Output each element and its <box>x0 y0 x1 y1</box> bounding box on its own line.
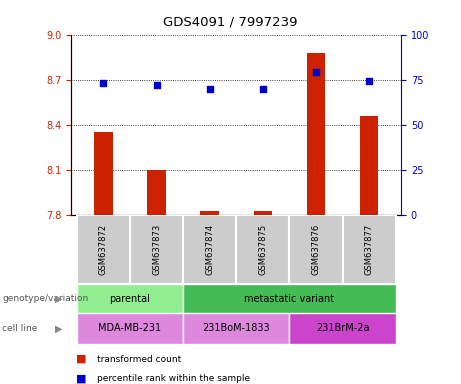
Bar <box>236 215 290 284</box>
Bar <box>254 210 272 215</box>
Text: cell line: cell line <box>2 324 38 333</box>
Text: GDS4091 / 7997239: GDS4091 / 7997239 <box>163 15 298 28</box>
Text: transformed count: transformed count <box>97 354 181 364</box>
Text: GSM637875: GSM637875 <box>258 224 267 275</box>
Bar <box>77 313 183 344</box>
Text: ■: ■ <box>76 373 87 383</box>
Text: 231BrM-2a: 231BrM-2a <box>316 323 369 333</box>
Bar <box>201 210 219 215</box>
Bar <box>360 116 378 215</box>
Bar <box>343 215 396 284</box>
Point <box>259 86 266 92</box>
Text: genotype/variation: genotype/variation <box>2 294 89 303</box>
Text: GSM637872: GSM637872 <box>99 224 108 275</box>
Text: ■: ■ <box>76 354 87 364</box>
Bar <box>183 215 236 284</box>
Text: GSM637873: GSM637873 <box>152 224 161 275</box>
Point <box>366 78 373 84</box>
Bar <box>147 170 166 215</box>
Point <box>312 70 319 76</box>
Bar <box>290 215 343 284</box>
Text: percentile rank within the sample: percentile rank within the sample <box>97 374 250 383</box>
Point <box>153 82 160 88</box>
Bar <box>94 132 112 215</box>
Text: ▶: ▶ <box>55 323 62 333</box>
Bar <box>130 215 183 284</box>
Text: ▶: ▶ <box>55 293 62 304</box>
Bar <box>290 313 396 344</box>
Bar <box>77 215 130 284</box>
Bar <box>183 313 290 344</box>
Bar <box>77 284 183 313</box>
Text: 231BoM-1833: 231BoM-1833 <box>202 323 270 333</box>
Bar <box>183 284 396 313</box>
Text: GSM637876: GSM637876 <box>312 224 320 275</box>
Text: MDA-MB-231: MDA-MB-231 <box>98 323 161 333</box>
Text: GSM637874: GSM637874 <box>205 224 214 275</box>
Point <box>100 80 107 86</box>
Text: parental: parental <box>110 293 150 304</box>
Text: GSM637877: GSM637877 <box>365 224 374 275</box>
Bar <box>307 53 325 215</box>
Text: metastatic variant: metastatic variant <box>244 293 335 304</box>
Point <box>206 86 213 92</box>
